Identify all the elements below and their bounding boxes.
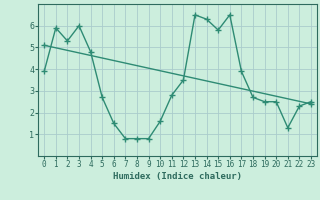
X-axis label: Humidex (Indice chaleur): Humidex (Indice chaleur) [113, 172, 242, 181]
